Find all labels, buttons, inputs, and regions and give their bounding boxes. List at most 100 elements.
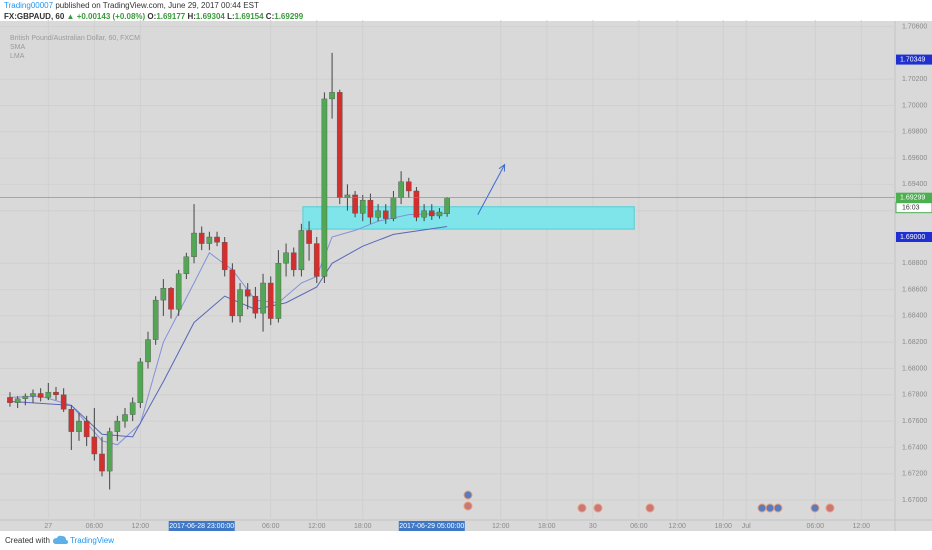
candle-body [244, 289, 251, 297]
candle-body [252, 295, 259, 314]
x-tick-label: 06:00 [630, 523, 648, 530]
y-tick-label: 1.68600 [902, 286, 927, 293]
candle-body [359, 199, 366, 214]
y-tick-label: 1.68800 [902, 260, 927, 267]
y-tick-label: 1.69600 [902, 155, 927, 162]
candle-body [183, 256, 190, 275]
candle-body [367, 199, 374, 218]
y-tick-label: 1.69800 [902, 129, 927, 136]
candle-body [260, 282, 266, 314]
author[interactable]: Trading00007 [4, 1, 54, 10]
published: published on TradingView.com, June 29, 2… [55, 1, 259, 10]
candle-body [175, 273, 182, 310]
price-marker [896, 231, 932, 242]
event-icon [463, 490, 473, 500]
event-icon [765, 503, 775, 513]
time-marker-label: 2017-06-28 23:00:00 [169, 523, 234, 530]
arrow-head [498, 163, 506, 172]
chart-background [0, 21, 932, 531]
candle-body [290, 252, 297, 271]
candle-body [375, 210, 381, 218]
x-tick-label: 12:00 [308, 523, 326, 530]
candle-body [221, 242, 228, 271]
x-tick-label: 12:00 [132, 523, 150, 530]
event-icon [593, 503, 603, 513]
event-icon [757, 503, 767, 513]
candle-body [206, 236, 213, 244]
candle-body [344, 194, 351, 198]
ohlc-value: 1.69154 [235, 12, 264, 21]
header-line: Trading00007 published on TradingView.co… [4, 1, 259, 10]
candle-body [283, 252, 289, 264]
candle-body [198, 232, 205, 244]
candle-body [14, 398, 21, 403]
y-tick-label: 1.68200 [902, 339, 927, 346]
candle-body [60, 394, 67, 410]
x-tick-label: 30 [589, 523, 597, 530]
y-tick-label: 1.67400 [902, 444, 927, 451]
ohlc-value: 1.69177 [156, 12, 185, 21]
countdown: 16:03 [902, 205, 920, 212]
candle-body [321, 98, 328, 277]
legend-title: British Pound/Australian Dollar, 60, FXC… [10, 35, 140, 42]
time-marker [398, 521, 465, 531]
candle-body [76, 420, 82, 432]
candle-body [275, 263, 282, 319]
candle-body [114, 420, 121, 432]
x-tick-label: Jul [742, 523, 751, 530]
candle-body [7, 397, 13, 403]
footer-created: Created with [5, 536, 50, 545]
legend-entry: LMA [10, 53, 25, 60]
time-marker-label: 2017-06-29 05:00:00 [399, 523, 464, 530]
x-tick-label: 27 [44, 523, 52, 530]
candle-body [91, 436, 98, 455]
candle-body [390, 197, 397, 219]
symbol-line: FX:GBPAUD, 60 ▲ +0.00143 (+0.08%) O:1.69… [4, 12, 304, 21]
event-icon [645, 503, 655, 513]
candle-body [436, 211, 443, 217]
ohlc-value: 1.69299 [274, 12, 303, 21]
x-tick-label: 06:00 [86, 523, 104, 530]
y-tick-label: 1.70600 [902, 23, 927, 30]
candle-body [352, 194, 358, 214]
candle-body [336, 92, 343, 198]
footer-brand[interactable]: TradingView [70, 536, 114, 545]
candle-body [237, 289, 243, 317]
candle-body [22, 395, 29, 399]
candle-body [329, 92, 335, 100]
ohlc-label: L: [227, 12, 235, 21]
candle-body [421, 210, 427, 218]
candle-body [137, 361, 144, 403]
y-tick-label: 1.69400 [902, 181, 927, 188]
candle-body [160, 288, 167, 301]
x-tick-label: 12:00 [668, 523, 686, 530]
candle-body [99, 453, 105, 472]
countdown-box [895, 202, 932, 214]
ohlc-label: H: [187, 12, 195, 21]
price-marker-label: 1.70349 [900, 56, 925, 63]
candle-body [145, 339, 151, 363]
candle-body [191, 232, 197, 257]
y-tick-label: 1.68400 [902, 313, 927, 320]
candle-body [382, 210, 389, 219]
y-tick-label: 1.67600 [902, 418, 927, 425]
price-marker-label: 1.69299 [900, 195, 925, 202]
y-tick-label: 1.67800 [902, 392, 927, 399]
candle-body [30, 393, 36, 397]
x-tick-label: 06:00 [262, 523, 280, 530]
event-icons [463, 490, 835, 513]
brand-logo [53, 535, 68, 544]
candle-body [129, 402, 136, 415]
candle-body [267, 282, 274, 319]
price-marker [896, 54, 932, 65]
symbol: FX:GBPAUD, 60 [4, 12, 65, 21]
change: ▲ +0.00143 (+0.08%) [67, 12, 146, 21]
ohlc-label: O: [147, 12, 156, 21]
event-icon [577, 503, 587, 513]
candle-body [53, 391, 59, 396]
x-tick-label: 12:00 [492, 523, 510, 530]
price-marker [896, 192, 932, 203]
x-tick-label: 18:00 [714, 523, 732, 530]
x-tick-label: 12:00 [852, 523, 870, 530]
